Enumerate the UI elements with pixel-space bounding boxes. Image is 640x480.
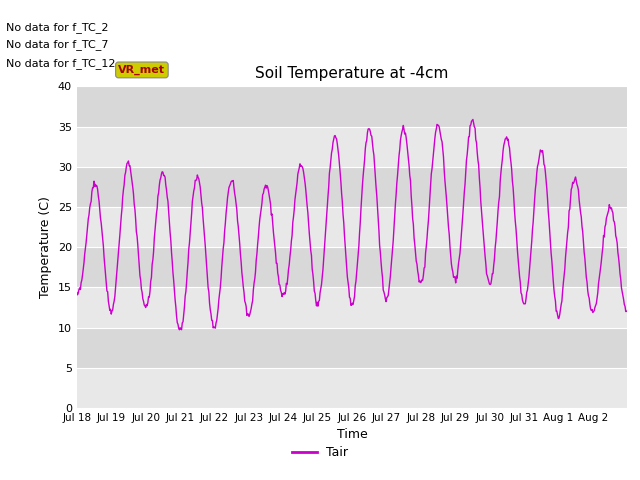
Legend: Tair: Tair bbox=[287, 441, 353, 464]
Y-axis label: Temperature (C): Temperature (C) bbox=[39, 196, 52, 298]
X-axis label: Time: Time bbox=[337, 429, 367, 442]
Title: Soil Temperature at -4cm: Soil Temperature at -4cm bbox=[255, 66, 449, 81]
Text: No data for f_TC_7: No data for f_TC_7 bbox=[6, 39, 109, 50]
Bar bbox=[77, 207, 627, 247]
Bar bbox=[77, 167, 627, 207]
Bar bbox=[77, 247, 627, 288]
Bar bbox=[77, 127, 627, 167]
Bar bbox=[77, 86, 627, 127]
Text: VR_met: VR_met bbox=[118, 65, 165, 75]
Bar bbox=[77, 288, 627, 327]
Text: No data for f_TC_2: No data for f_TC_2 bbox=[6, 22, 109, 33]
Bar bbox=[77, 368, 627, 408]
Bar bbox=[77, 327, 627, 368]
Text: No data for f_TC_12: No data for f_TC_12 bbox=[6, 58, 116, 69]
